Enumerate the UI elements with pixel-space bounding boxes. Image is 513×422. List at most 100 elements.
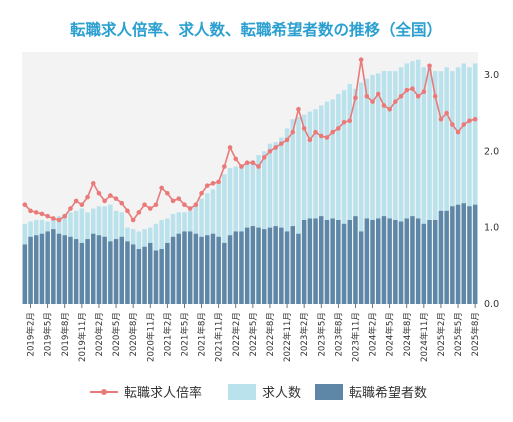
ratio-point [404, 87, 410, 93]
ratio-point [96, 190, 102, 196]
ratio-point [261, 155, 267, 160]
ratio-point [216, 179, 221, 185]
ratio-point [170, 198, 176, 204]
jobs-bar [398, 67, 404, 304]
ratio-point [102, 198, 107, 204]
seekers-bar [227, 235, 233, 304]
seekers-bar [313, 218, 318, 304]
ratio-point [113, 196, 119, 201]
jobs-bar [267, 143, 273, 304]
ratio-point [187, 206, 193, 211]
legend-ratio-label: 転職求人倍率 [124, 385, 202, 401]
ratio-point [461, 122, 467, 127]
y-tick-label: 3.0 [484, 70, 499, 81]
seekers-bar [91, 233, 96, 304]
ratio-point [318, 133, 324, 139]
ratio-point [256, 164, 261, 169]
seekers-bars [22, 203, 478, 304]
seekers-bar [182, 231, 187, 304]
x-tick-label: 2024年8月 [401, 312, 413, 357]
seekers-bar [279, 227, 284, 304]
ratio-point [273, 145, 278, 150]
seekers-bar [296, 233, 301, 304]
seekers-bar [244, 227, 250, 304]
ratio-point [455, 129, 461, 135]
seekers-bar [153, 250, 159, 304]
ratio-point [472, 116, 478, 122]
y-tick-label: 1.0 [484, 223, 499, 234]
ratio-point [51, 216, 56, 221]
chart-title: 転職求人倍率、求人数、転職希望者数の推移（全国） [70, 20, 442, 39]
ratio-point [353, 95, 358, 101]
seekers-bar [233, 231, 238, 304]
seekers-bar [28, 236, 33, 304]
seekers-bar [148, 242, 153, 304]
seekers-bar [176, 233, 181, 304]
ratio-point [290, 129, 296, 135]
seekers-bar [199, 236, 204, 304]
seekers-bar [398, 221, 404, 304]
seekers-bar [250, 226, 256, 304]
jobs-bar [444, 67, 449, 304]
ratio-point [381, 103, 387, 108]
jobs-bar [324, 101, 330, 305]
seekers-bar [256, 227, 261, 304]
jobs-bar [415, 59, 421, 304]
seekers-bar [381, 216, 387, 304]
seekers-bar [222, 242, 227, 304]
legend: 転職求人倍率 求人数 転職希望者数 [90, 384, 427, 401]
seekers-bar [387, 218, 392, 304]
jobs-bar [341, 90, 347, 304]
ratio-point [427, 63, 432, 69]
seekers-bar [444, 210, 449, 304]
seekers-bar [22, 244, 28, 304]
legend-jobs-label: 求人数 [262, 386, 301, 401]
seekers-bar [347, 220, 352, 304]
ratio-point [393, 99, 398, 104]
ratio-point [336, 126, 341, 131]
seekers-bar [284, 231, 290, 304]
seekers-bar [205, 235, 210, 304]
ratio-point [432, 93, 438, 99]
ratio-point [222, 164, 227, 169]
jobs-bar [307, 111, 313, 305]
jobs-bar [455, 67, 461, 304]
x-tick-label: 2023年11月 [349, 312, 361, 362]
ratio-point [182, 202, 187, 208]
jobs-bar [313, 109, 318, 304]
x-tick-label: 2023年5月 [315, 312, 327, 357]
seekers-bar [450, 206, 455, 304]
ratio-point [108, 193, 113, 198]
jobs-bar [262, 151, 267, 304]
seekers-bar [239, 231, 244, 304]
x-tick-label: 2020年11月 [144, 312, 156, 362]
seekers-bar [336, 220, 341, 304]
ratio-point [28, 208, 33, 214]
jobs-bar [421, 67, 427, 304]
ratio-point [307, 137, 313, 143]
x-tick-label: 2023年8月 [332, 312, 344, 357]
seekers-bar [421, 223, 427, 304]
seekers-bar [165, 242, 170, 304]
seekers-bar [170, 236, 176, 304]
x-tick-label: 2020年8月 [127, 312, 139, 357]
ratio-point [421, 89, 427, 95]
jobs-bar [438, 71, 444, 304]
seekers-bar [415, 218, 421, 304]
ratio-point [279, 141, 284, 146]
seekers-bar [433, 220, 438, 304]
ratio-point [239, 164, 244, 169]
x-tick-label: 2019年2月 [25, 312, 37, 357]
ratio-point [375, 91, 381, 97]
ratio-point [467, 118, 472, 124]
jobs-bar [387, 71, 392, 304]
x-tick-label: 2024年5月 [384, 312, 396, 357]
ratio-point [22, 202, 28, 208]
seekers-bar [472, 204, 478, 304]
ratio-point [284, 137, 290, 143]
x-tick-label: 2021年8月 [196, 312, 208, 357]
jobs-bar [410, 61, 415, 304]
jobs-bar [381, 71, 387, 304]
ratio-point [90, 181, 96, 186]
